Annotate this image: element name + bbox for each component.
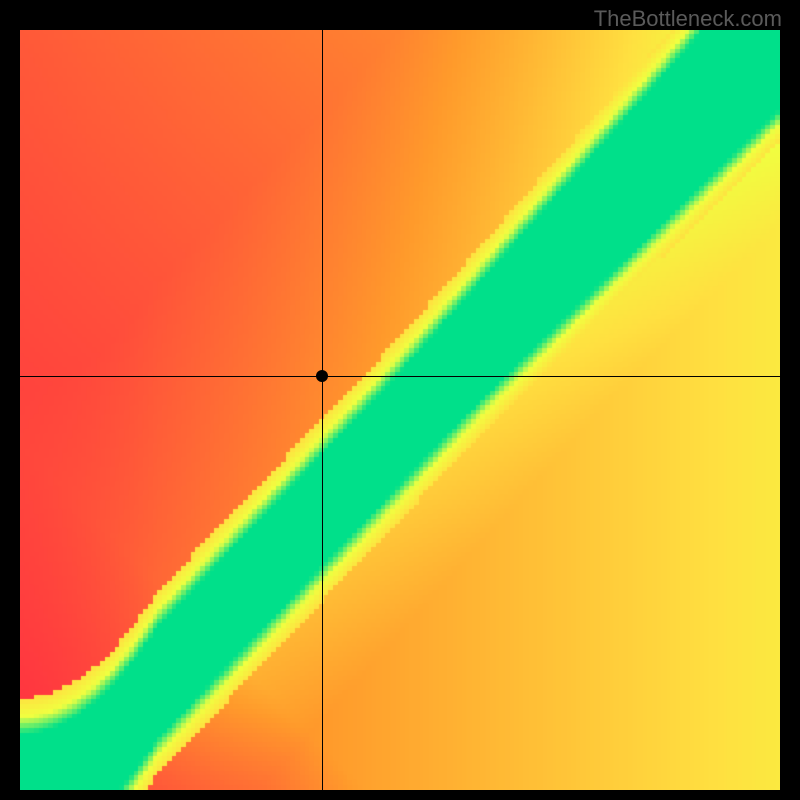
crosshair-vertical bbox=[322, 30, 323, 790]
heatmap-canvas bbox=[20, 30, 780, 790]
plot-area bbox=[20, 30, 780, 790]
crosshair-horizontal bbox=[20, 376, 780, 377]
watermark-text: TheBottleneck.com bbox=[594, 6, 782, 32]
marker-dot bbox=[316, 370, 328, 382]
chart-container: TheBottleneck.com bbox=[0, 0, 800, 800]
